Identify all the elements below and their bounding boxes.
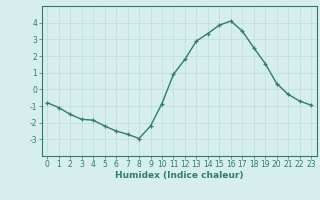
X-axis label: Humidex (Indice chaleur): Humidex (Indice chaleur) bbox=[115, 171, 244, 180]
